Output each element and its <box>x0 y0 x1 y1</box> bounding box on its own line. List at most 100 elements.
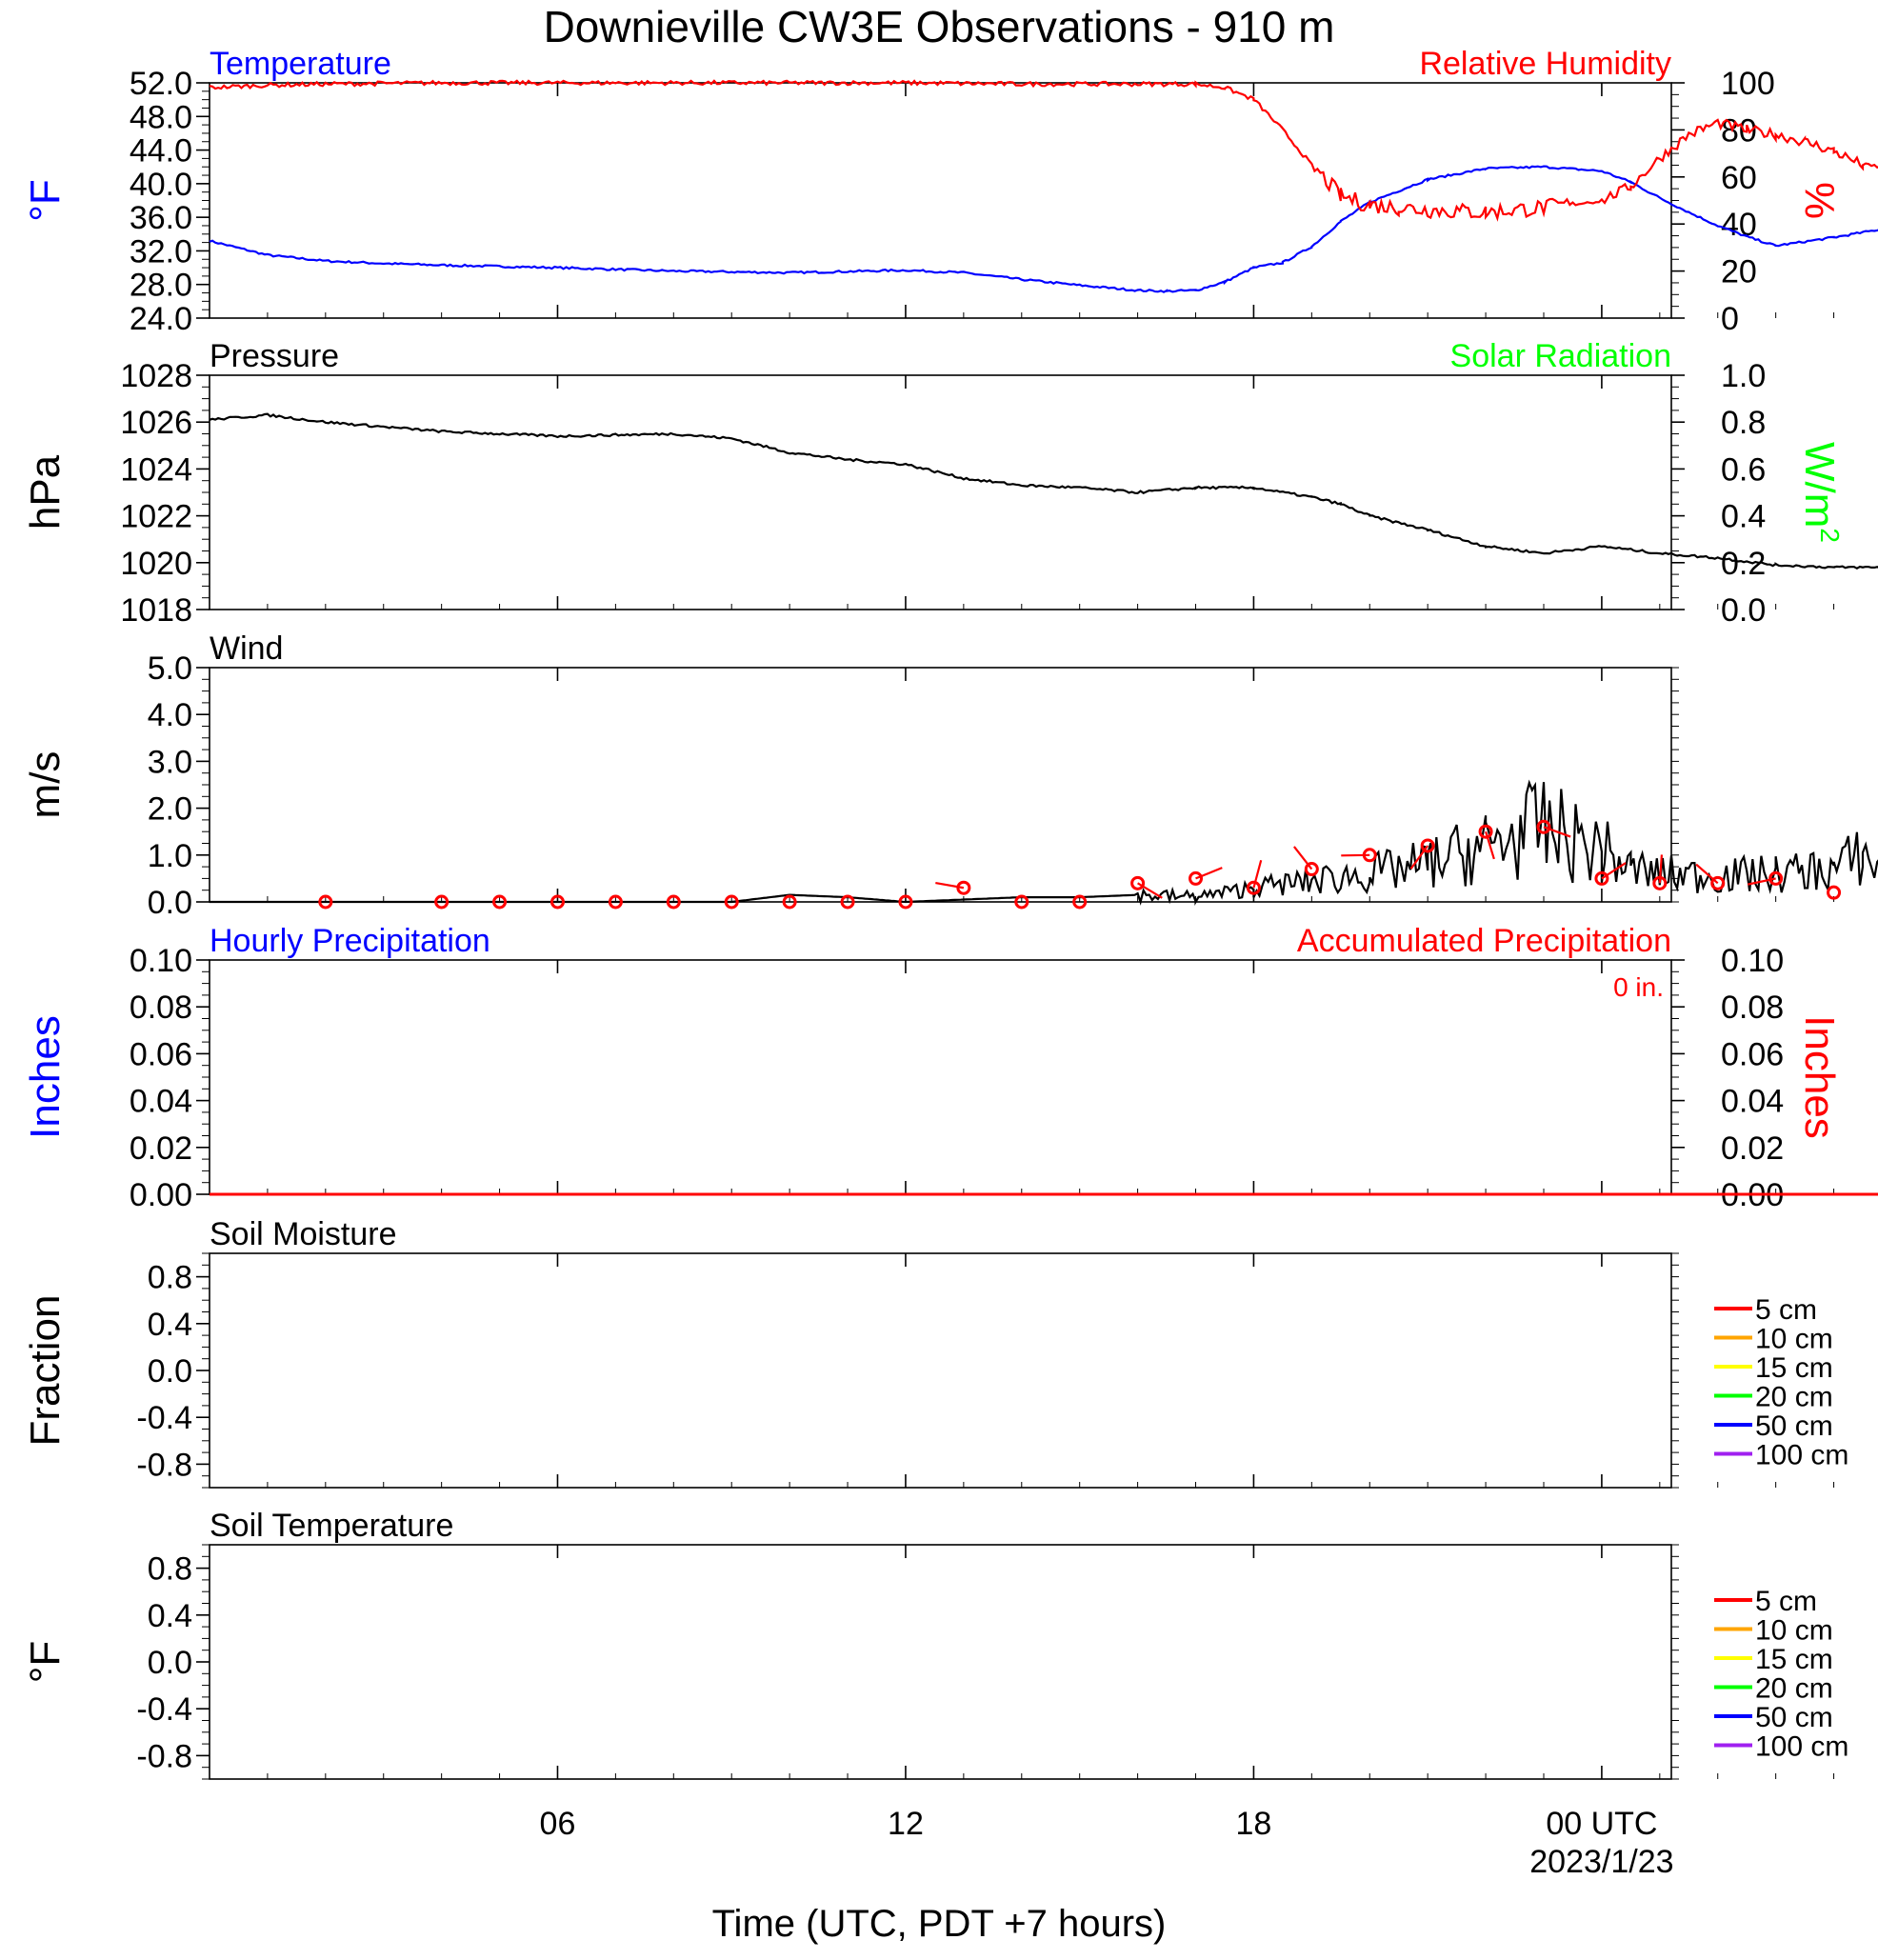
wind-speed-marker <box>1594 870 1609 886</box>
panel-frame-temperature-humidity <box>209 82 1672 319</box>
y-tick-label: 0.4 <box>148 1307 192 1343</box>
wind-speed-marker <box>1536 819 1551 834</box>
y-tick-label: 48.0 <box>130 99 192 135</box>
chart-title: Downieville CW3E Observations - 910 m <box>544 2 1335 51</box>
y-axis-unit-left: Inches <box>22 1015 69 1139</box>
series-line-relative-humidity <box>209 79 1878 222</box>
panel-title-left: Pressure <box>210 338 339 374</box>
x-tick-label: 18 <box>1236 1806 1272 1842</box>
y-tick-label: 52.0 <box>130 66 192 102</box>
y-right-tick-label: 0.4 <box>1721 499 1766 535</box>
y-right-tick-label: 0.0 <box>1721 592 1766 629</box>
panel-frame-pressure-solar <box>209 374 1672 610</box>
panel-title-right: Relative Humidity <box>1419 46 1671 82</box>
wind-speed-marker <box>1420 838 1435 853</box>
legend-label: 10 cm <box>1755 1615 1833 1647</box>
wind-direction-barb <box>1543 826 1571 838</box>
x-date-label: 2023/1/23 <box>1529 1844 1673 1880</box>
wind-speed-marker <box>898 894 913 910</box>
panel-frame-precipitation <box>209 959 1672 1195</box>
x-tick-label: 00 UTC <box>1546 1806 1657 1842</box>
series-line-pressure <box>209 412 1878 570</box>
y-tick-label: 24.0 <box>130 301 192 337</box>
x-axis-label: Time (UTC, PDT +7 hours) <box>712 1903 1167 1945</box>
y-tick-label: 1024 <box>120 451 192 488</box>
y-tick-label: 1020 <box>120 546 192 582</box>
y-tick-label: 1018 <box>120 592 192 629</box>
y-tick-label: 0.8 <box>148 1551 192 1588</box>
y-tick-label: 1022 <box>120 499 192 535</box>
y-axis-unit-right-text: W/m <box>1796 442 1843 528</box>
y-axis-unit-right-text: % <box>1796 182 1843 219</box>
wind-direction-barb <box>1252 859 1263 889</box>
wind-speed-marker <box>724 894 739 910</box>
panel-frame-wind <box>209 667 1672 903</box>
y-tick-label: 44.0 <box>130 133 192 170</box>
y-tick-label: 28.0 <box>130 268 192 304</box>
x-tick-label: 12 <box>888 1806 924 1842</box>
wind-direction-barb <box>1137 882 1163 899</box>
y-tick-label: 3.0 <box>148 744 192 780</box>
wind-speed-marker <box>1304 862 1319 877</box>
y-axis-unit-left: hPa <box>22 454 69 530</box>
y-axis-unit-right-text: Inches <box>1796 1015 1843 1139</box>
panel-title-left: Temperature <box>210 46 391 82</box>
wind-direction-barb <box>1195 867 1223 880</box>
wind-speed-marker <box>1189 870 1204 886</box>
y-tick-label: -0.8 <box>136 1738 192 1774</box>
y-axis-unit-superscript: 2 <box>1815 528 1845 543</box>
wind-speed-marker <box>1478 824 1493 839</box>
wind-speed-marker <box>840 894 855 910</box>
y-tick-label: -0.4 <box>136 1400 192 1436</box>
wind-direction-barb <box>1485 830 1495 860</box>
panel-title-left: Wind <box>210 630 283 667</box>
y-tick-label: 0.06 <box>130 1036 192 1072</box>
wind-speed-marker <box>1710 875 1726 890</box>
y-tick-label: 0.08 <box>130 990 192 1026</box>
legend-label: 10 cm <box>1755 1324 1833 1355</box>
y-tick-label: 0.02 <box>130 1130 192 1167</box>
y-tick-label: 0.8 <box>148 1260 192 1296</box>
y-tick-label: 1028 <box>120 358 192 394</box>
legend-label: 15 cm <box>1755 1352 1833 1384</box>
wind-speed-marker <box>1246 880 1261 895</box>
wind-speed-marker <box>434 894 450 910</box>
panel-title-left: Hourly Precipitation <box>210 923 490 959</box>
y-tick-label: 1026 <box>120 405 192 441</box>
wind-speed-marker <box>549 894 565 910</box>
y-right-tick-label: 100 <box>1721 66 1775 102</box>
y-axis-unit-left: °F <box>22 179 69 221</box>
y-right-tick-label: 1.0 <box>1721 358 1766 394</box>
y-right-tick-label: 0.8 <box>1721 405 1766 441</box>
y-tick-label: -0.8 <box>136 1447 192 1483</box>
y-right-tick-label: 0.04 <box>1721 1084 1784 1120</box>
y-right-tick-label: 60 <box>1721 160 1757 196</box>
y-tick-label: 4.0 <box>148 697 192 733</box>
legend-label: 100 cm <box>1755 1440 1848 1471</box>
y-tick-label: 5.0 <box>148 650 192 687</box>
legend-label: 5 cm <box>1755 1294 1817 1326</box>
wind-speed-marker <box>1014 894 1029 910</box>
wind-speed-marker <box>608 894 623 910</box>
wind-direction-barb <box>1409 845 1429 870</box>
y-tick-label: 0.0 <box>148 885 192 921</box>
wind-direction-barb <box>1293 846 1313 870</box>
legend-label: 20 cm <box>1755 1673 1833 1705</box>
wind-speed-marker <box>318 894 333 910</box>
y-axis-unit-left: m/s <box>22 751 69 819</box>
wind-speed-marker <box>1072 894 1088 910</box>
panel-title-right: Solar Radiation <box>1450 338 1671 374</box>
y-tick-label: 0.00 <box>130 1177 192 1213</box>
y-right-tick-label: 20 <box>1721 254 1757 290</box>
y-axis-unit-right: W/m2 <box>1796 442 1845 543</box>
panel-title-left: Soil Temperature <box>210 1508 453 1544</box>
wind-direction-barb <box>1695 863 1719 885</box>
legend-label: 20 cm <box>1755 1382 1833 1413</box>
panel-title-left: Soil Moisture <box>210 1216 397 1252</box>
y-tick-label: 36.0 <box>130 200 192 236</box>
wind-speed-marker <box>492 894 508 910</box>
y-tick-label: 2.0 <box>148 791 192 828</box>
series-line-temperature <box>209 165 1878 293</box>
